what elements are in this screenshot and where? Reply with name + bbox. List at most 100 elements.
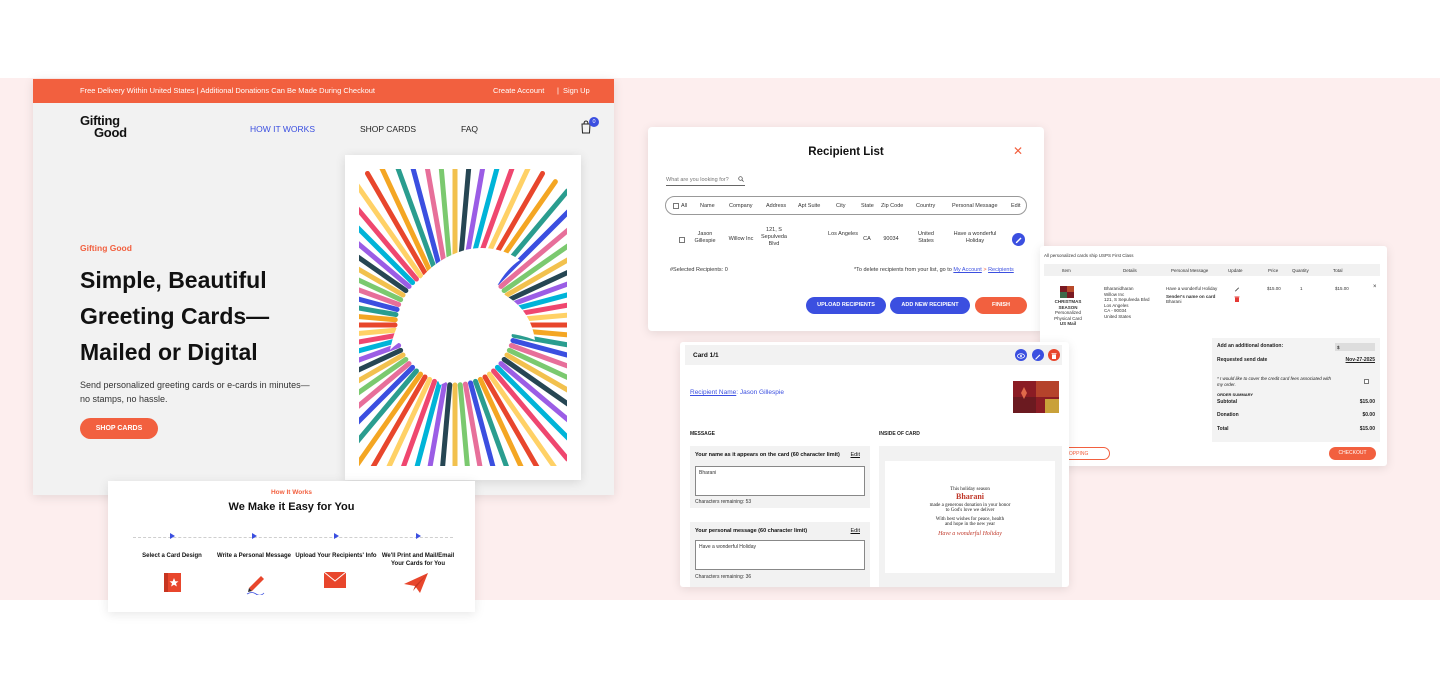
step-marker-2 bbox=[252, 533, 257, 539]
name-edit-link[interactable]: Edit bbox=[850, 452, 860, 458]
sign-up-link[interactable]: Sign Up bbox=[563, 86, 590, 95]
how-title: We Make it Easy for You bbox=[228, 501, 355, 513]
steps-connector bbox=[133, 537, 453, 538]
nav-shop-cards[interactable]: SHOP CARDS bbox=[360, 124, 417, 134]
cart-count-badge: 0 bbox=[589, 117, 599, 127]
inside-section-label: INSIDE OF CARD bbox=[879, 431, 920, 437]
trash-icon[interactable] bbox=[1234, 296, 1240, 302]
shop-cards-button[interactable]: SHOP CARDS bbox=[80, 418, 158, 439]
featured-card-image bbox=[277, 141, 614, 495]
search-icon[interactable] bbox=[738, 176, 744, 182]
website-preview: Free Delivery Within United States | Add… bbox=[33, 79, 614, 495]
inside-line-3: to God's love we deliver bbox=[945, 508, 995, 513]
recipient-name-value: : Jason Gillespie bbox=[736, 389, 784, 396]
add-new-recipient-button[interactable]: ADD NEW RECIPIENT bbox=[890, 297, 970, 314]
col-state: State bbox=[861, 203, 874, 209]
envelope-icon bbox=[323, 571, 347, 588]
decorative-top-band bbox=[0, 0, 1440, 78]
table-header: All Name Company Address Apt Suite City … bbox=[665, 196, 1027, 215]
finish-button[interactable]: FINISH bbox=[975, 297, 1027, 314]
send-date-label: Requested send date bbox=[1217, 357, 1268, 363]
remove-icon[interactable]: × bbox=[1373, 284, 1377, 290]
name-field-group: Your name as it appears on the card (60 … bbox=[690, 446, 870, 508]
message-field-group: Your personal message (60 character limi… bbox=[690, 522, 870, 587]
preview-button[interactable] bbox=[1015, 349, 1027, 361]
delete-card-button[interactable] bbox=[1048, 349, 1060, 361]
send-date-value[interactable]: Nov-27-2025 bbox=[1345, 357, 1375, 363]
inside-of-card-preview: This holiday season Bharani made a gener… bbox=[879, 446, 1062, 587]
upload-recipients-button[interactable]: UPLOAD RECIPIENTS bbox=[806, 297, 886, 314]
checkout-button[interactable]: CHECKOUT bbox=[1329, 447, 1376, 460]
message-remaining: Characters remaining: 36 bbox=[695, 574, 752, 580]
step-marker-1 bbox=[170, 533, 175, 539]
name-field-label: Your name as it appears on the card (60 … bbox=[695, 452, 840, 458]
edit-recipient-button[interactable] bbox=[1012, 233, 1025, 246]
recipients-link[interactable]: Recipients bbox=[988, 267, 1014, 273]
checkout-panel: All personalized cards ship USPS First C… bbox=[1032, 246, 1387, 466]
col-address: Address bbox=[766, 203, 787, 209]
delete-note: *To delete recipients from your list, go… bbox=[854, 267, 1014, 273]
message-edit-link[interactable]: Edit bbox=[850, 528, 860, 534]
item-total: $15.00 bbox=[1335, 286, 1349, 291]
my-account-link[interactable]: My Account bbox=[953, 267, 982, 273]
edit-card-button[interactable] bbox=[1032, 349, 1044, 361]
cart-icon[interactable] bbox=[580, 120, 592, 134]
message-textarea[interactable]: Have a wonderful Holiday bbox=[695, 540, 865, 570]
decorative-bottom-band bbox=[0, 600, 1440, 680]
detail-line-1: Bharanidharan bbox=[1104, 286, 1134, 291]
item-quantity: 1 bbox=[1300, 286, 1303, 291]
eye-icon bbox=[1017, 353, 1025, 359]
inside-recipient-name: Bharani bbox=[955, 492, 984, 501]
inside-card: This holiday season Bharani made a gener… bbox=[885, 461, 1055, 573]
total-value: $15.00 bbox=[1359, 426, 1375, 432]
col-all: All bbox=[681, 203, 688, 209]
select-all-checkbox[interactable] bbox=[673, 203, 679, 209]
card-thumbnail bbox=[1060, 286, 1074, 298]
nav-faq[interactable]: FAQ bbox=[461, 124, 479, 134]
detail-line-6: United States bbox=[1104, 313, 1132, 319]
card-editor-header: Card 1/1 bbox=[685, 345, 1062, 365]
hero-subtitle: Send personalized greeting cards or e-ca… bbox=[80, 380, 310, 404]
logo[interactable]: Gifting Good bbox=[80, 114, 127, 140]
col-personal-message: Personal Message bbox=[1171, 268, 1209, 273]
promo-text: Free Delivery Within United States | Add… bbox=[80, 86, 376, 95]
create-account-link[interactable]: Create Account bbox=[493, 86, 545, 95]
row-checkbox[interactable] bbox=[679, 237, 685, 243]
step-label-3: Upload Your Recipients' Info bbox=[295, 553, 377, 559]
cell-city: Los Angeles bbox=[828, 231, 858, 237]
logo-line-2: Good bbox=[94, 125, 127, 140]
col-item: Item bbox=[1062, 268, 1071, 273]
close-icon[interactable]: ✕ bbox=[1013, 144, 1024, 158]
cell-address: 121, S Sepulveda Blvd bbox=[761, 227, 787, 247]
item-subtitle: Personalized Physical Card bbox=[1054, 310, 1082, 321]
col-company: Company bbox=[729, 203, 753, 209]
order-summary-heading: ORDER SUMMARY bbox=[1217, 392, 1254, 397]
name-remaining: Characters remaining: 53 bbox=[695, 499, 752, 505]
cell-message: Have a wonderful Holiday bbox=[953, 231, 997, 244]
col-details: Details bbox=[1123, 268, 1137, 273]
recipient-name-key: Recipient Name bbox=[690, 389, 737, 396]
col-country: Country bbox=[916, 203, 936, 209]
recipient-list-modal: Recipient List ✕ All Name Company Addres… bbox=[648, 127, 1044, 331]
donation-input[interactable] bbox=[1335, 343, 1375, 351]
col-quantity: Quantity bbox=[1292, 268, 1309, 273]
step-label-2: Write a Personal Message bbox=[217, 553, 291, 559]
search-input[interactable] bbox=[666, 175, 745, 186]
col-price: Price bbox=[1268, 268, 1279, 273]
recipient-name: Recipient Name: Jason Gillespie bbox=[690, 388, 790, 397]
nav-how-it-works[interactable]: HOW IT WORKS bbox=[250, 124, 316, 134]
card-editor: Card 1/1 Recipient Name: Jason Gillespie… bbox=[680, 342, 1069, 587]
delete-note-text: *To delete recipients from your list, go… bbox=[854, 267, 952, 273]
col-name: Name bbox=[700, 203, 715, 209]
message-section-label: MESSAGE bbox=[690, 431, 716, 437]
cover-fee-checkbox[interactable] bbox=[1364, 379, 1369, 384]
name-textarea[interactable]: Bharani bbox=[695, 466, 865, 496]
detail-line-3: 121, S Sepulveda Blvd bbox=[1104, 297, 1150, 302]
inside-line-5: and hope in the new year bbox=[944, 522, 996, 527]
modal-title: Recipient List bbox=[808, 146, 884, 158]
pencil-icon[interactable] bbox=[1234, 286, 1240, 292]
col-update: Update bbox=[1228, 268, 1243, 273]
donation-label: Add an additional donation: bbox=[1217, 343, 1284, 349]
cell-country: United States bbox=[918, 231, 934, 244]
card-icon bbox=[164, 573, 181, 592]
